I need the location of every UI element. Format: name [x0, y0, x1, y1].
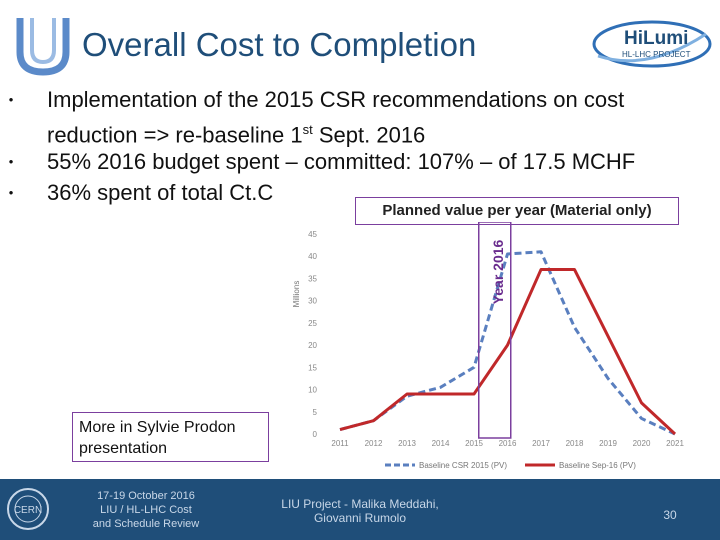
x-tick-label: 2011: [331, 439, 349, 448]
bullet-dot: •: [8, 185, 14, 200]
series-line-2: [339, 268, 677, 436]
more-info-note: More in Sylvie Prodon presentation: [72, 412, 269, 462]
x-tick-label: 2016: [499, 439, 517, 448]
cern-u-logo: [16, 18, 70, 76]
bullet-dot: •: [8, 154, 14, 169]
x-tick-label: 2019: [599, 439, 617, 448]
year-highlight-box: [478, 222, 512, 439]
legend-label: Baseline Sep-16 (PV): [559, 461, 636, 470]
y-tick-label: 5: [313, 408, 318, 417]
x-tick-label: 2017: [532, 439, 550, 448]
bullet-dot: •: [8, 92, 14, 107]
y-tick-label: 45: [308, 230, 317, 239]
x-tick-label: 2015: [465, 439, 483, 448]
y-tick-label: 35: [308, 274, 317, 283]
series-line-1: [339, 250, 676, 436]
y-tick-label: 25: [308, 319, 317, 328]
y-tick-label: 10: [308, 386, 317, 395]
y-tick-label: 0: [313, 430, 318, 439]
year-highlight-label: Year 2016: [490, 239, 506, 304]
x-tick-label: 2020: [633, 439, 651, 448]
x-tick-label: 2021: [666, 439, 684, 448]
hilumi-logo: HiLumi HL-LHC PROJECT: [592, 20, 712, 68]
x-tick-label: 2018: [566, 439, 584, 448]
legend-label: Baseline CSR 2015 (PV): [419, 461, 507, 470]
x-tick-label: 2013: [398, 439, 416, 448]
y-tick-label: 15: [308, 363, 317, 372]
y-tick-label: 30: [308, 297, 317, 306]
hilumi-subtitle: HL-LHC PROJECT: [622, 50, 691, 59]
svg-text:CERN: CERN: [14, 505, 42, 516]
page-title: Overall Cost to Completion: [82, 26, 477, 63]
page-number: 30: [663, 508, 677, 522]
cern-logo: CERN: [7, 488, 49, 530]
cost-chart: Millions 0 5 10 15 20 25 30 35 40 45 2011 2012 2013 20…: [292, 222, 684, 470]
bullet-text: 36% spent of total Ct.C: [47, 180, 274, 205]
bullet-text: Implementation of the 2015 CSR recommend…: [47, 87, 625, 112]
chart-callout: Planned value per year (Material only): [355, 197, 679, 225]
x-tick-label: 2012: [365, 439, 383, 448]
bullet-text: 55% 2016 budget spent – committed: 107% …: [47, 149, 636, 174]
y-tick-label: 20: [308, 341, 317, 350]
y-axis-label: Millions: [292, 281, 301, 308]
y-tick-label: 40: [308, 252, 317, 261]
x-tick-label: 2014: [432, 439, 450, 448]
footer-conference: 17-19 October 2016 LIU / HL-LHC Cost and…: [92, 490, 200, 530]
hilumi-name: HiLumi: [624, 28, 688, 49]
bullet-text-continued: reduction => re-baseline 1st Sept. 2016: [47, 122, 426, 148]
footer-bar: CERN 17-19 October 2016 LIU / HL-LHC Cos…: [0, 479, 720, 540]
footer-author: LIU Project - Malika Meddahi, Giovanni R…: [281, 497, 439, 525]
